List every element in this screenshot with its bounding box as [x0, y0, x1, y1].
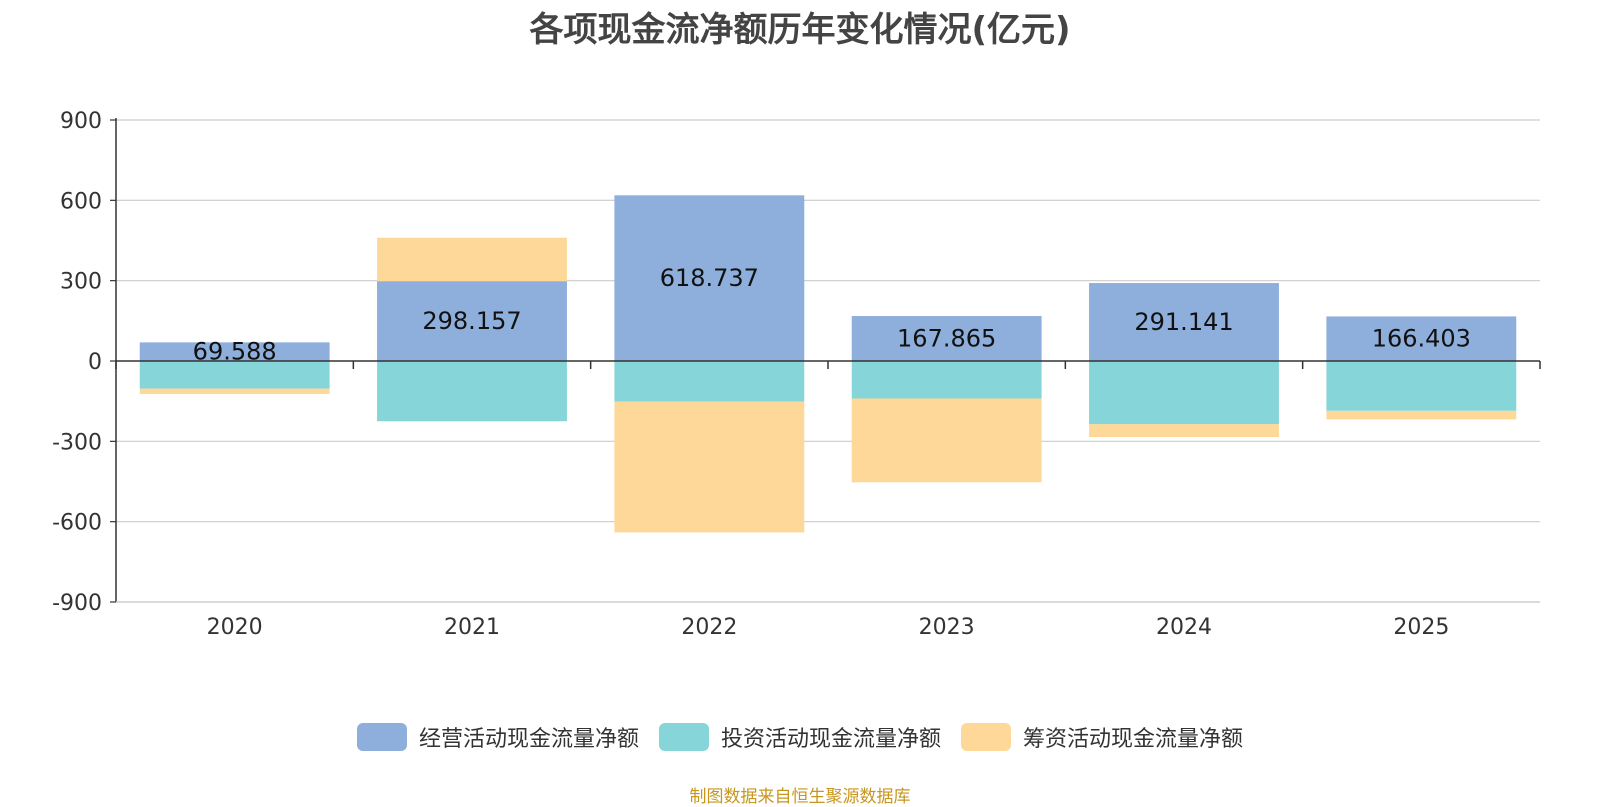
x-tick-label: 2022 — [681, 615, 737, 640]
bar-financing-2024 — [1089, 424, 1279, 438]
legend-label-operating: 经营活动现金流量净额 — [418, 727, 639, 752]
x-tick-label: 2025 — [1393, 615, 1449, 640]
legend-item-investing[interactable]: 投资活动现金流量净额 — [658, 721, 941, 753]
bar-operating-2020 — [139, 342, 330, 361]
y-tick-label: -600 — [52, 511, 102, 536]
y-tick-label: 300 — [60, 270, 102, 295]
bar-investing-2021 — [377, 361, 567, 422]
bar-operating-2025 — [1326, 316, 1517, 361]
x-tick-label: 2023 — [919, 615, 975, 640]
legend-label-financing: 筹资活动现金流量净额 — [1023, 727, 1244, 752]
bar-financing-2023 — [851, 398, 1042, 483]
x-tick-label: 2024 — [1156, 615, 1212, 640]
x-tick-label: 2021 — [444, 615, 500, 640]
legend-label-investing: 投资活动现金流量净额 — [720, 727, 941, 752]
data-label: 291.141 — [1134, 308, 1233, 336]
bar-operating-2023 — [851, 316, 1042, 361]
axes: 900 600 300 0 -300 -600 -900 2020 2021 2022 2023 20… — [52, 109, 1541, 640]
y-tick-label: -900 — [52, 591, 102, 616]
bar-financing-2021 — [377, 237, 567, 282]
x-tick-label: 2020 — [207, 615, 263, 640]
bar-investing-2024 — [1089, 361, 1279, 425]
y-tick-label: 900 — [60, 109, 102, 134]
legend-item-operating[interactable]: 经营活动现金流量净额 — [356, 721, 639, 753]
source-note: 制图数据来自恒生聚源数据库 — [689, 787, 911, 807]
bar-operating-2022 — [614, 195, 805, 361]
chart-title: 各项现金流净额历年变化情况(亿元) — [529, 10, 1071, 50]
data-labels: 69.588 298.157 618.737 167.865 291.141 166.40… — [193, 264, 1471, 366]
legend: 经营活动现金流量净额 投资活动现金流量净额 筹资活动现金流量净额 — [0, 720, 1600, 754]
data-label: 298.157 — [422, 307, 521, 335]
bar-investing-2020 — [139, 361, 330, 389]
y-tick-label: 600 — [60, 189, 102, 214]
bar-investing-2022 — [614, 361, 805, 402]
data-label: 69.588 — [193, 338, 277, 366]
bar-investing-2023 — [851, 361, 1042, 399]
y-tick-label: 0 — [88, 350, 102, 375]
legend-swatch-investing — [658, 723, 709, 751]
legend-item-financing[interactable]: 筹资活动现金流量净额 — [961, 721, 1243, 753]
data-label: 167.865 — [897, 325, 996, 353]
bars — [139, 195, 1517, 533]
bar-financing-2020 — [139, 388, 330, 394]
data-label: 166.403 — [1372, 325, 1471, 353]
bar-financing-2025 — [1326, 410, 1517, 420]
data-label: 618.737 — [660, 264, 759, 292]
legend-swatch-operating — [356, 723, 407, 751]
bar-operating-2021 — [377, 281, 567, 361]
bar-operating-2024 — [1089, 283, 1279, 361]
bar-financing-2022 — [614, 401, 805, 533]
legend-swatch-financing — [961, 723, 1011, 751]
y-tick-label: -300 — [52, 430, 102, 455]
bar-investing-2025 — [1326, 361, 1517, 411]
